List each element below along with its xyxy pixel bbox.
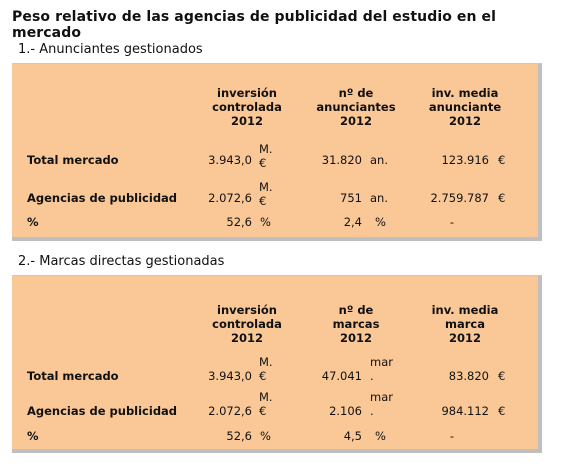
- percent-inv-media: -: [449, 215, 455, 229]
- row-label-agencias: Agencias de publicidad: [27, 404, 178, 418]
- total-mercado-marcas: 47.041: [321, 369, 362, 383]
- percent-anunciantes: 2,4: [343, 215, 362, 229]
- agencias-marcas-unit: mar .: [370, 390, 393, 418]
- header-inversion: inversión controlada 2012: [212, 303, 282, 345]
- row-label-total-mercado: Total mercado: [27, 369, 119, 383]
- percent-marcas-unit: %: [375, 429, 386, 443]
- total-mercado-anunciantes-unit: an.: [370, 153, 388, 167]
- agencias-inv-media: 2.759.787: [430, 191, 489, 205]
- header-inv-media-marca: inv. media marca 2012: [431, 303, 499, 345]
- total-mercado-inversion: 3.943,0: [208, 153, 252, 167]
- page-title: Peso relativo de las agencias de publici…: [12, 9, 497, 41]
- header-inv-media: inv. media anunciante 2012: [428, 86, 502, 128]
- percent-inv-media: -: [449, 429, 455, 443]
- agencias-inversion-unit: M. €: [259, 180, 273, 208]
- agencias-marcas: 2.106: [329, 404, 362, 418]
- header-num-marcas: nº de marcas 2012: [332, 303, 380, 345]
- percent-marcas: 4,5: [343, 429, 362, 443]
- agencias-inv-media-unit: €: [498, 404, 506, 418]
- agencias-anunciantes-unit: an.: [370, 191, 388, 205]
- row-label-total-mercado: Total mercado: [27, 153, 119, 167]
- total-mercado-inversion: 3.943,0: [208, 369, 252, 383]
- percent-inversion-unit: %: [260, 429, 271, 443]
- row-label-agencias: Agencias de publicidad: [27, 191, 178, 205]
- row-label-percent: %: [27, 215, 39, 229]
- percent-inversion: 52,6: [226, 215, 252, 229]
- percent-inversion-unit: %: [260, 215, 271, 229]
- percent-inversion: 52,6: [226, 429, 252, 443]
- section-title-marcas: 2.- Marcas directas gestionadas: [18, 254, 225, 269]
- agencias-inv-media-unit: €: [498, 191, 506, 205]
- agencias-anunciantes: 751: [340, 191, 362, 205]
- total-mercado-inv-media-unit: €: [498, 369, 506, 383]
- total-mercado-inv-media: 83.820: [448, 369, 489, 383]
- agencias-inversion: 2.072,6: [208, 191, 252, 205]
- header-num-anunciantes: nº de anunciantes 2012: [316, 86, 396, 128]
- total-mercado-inversion-unit: M. €: [259, 355, 273, 383]
- section-title-anunciantes: 1.- Anunciantes gestionados: [18, 42, 203, 57]
- row-label-percent: %: [27, 429, 39, 443]
- agencias-inversion: 2.072,6: [208, 404, 252, 418]
- total-mercado-inversion-unit: M. €: [259, 142, 273, 170]
- total-mercado-marcas-unit: mar .: [370, 355, 393, 383]
- total-mercado-inv-media-unit: €: [498, 153, 506, 167]
- header-inversion: inversión controlada 2012: [212, 86, 282, 128]
- panel-anunciantes: inversión controlada 2012 nº de anuncian…: [12, 63, 542, 241]
- total-mercado-anunciantes: 31.820: [321, 153, 362, 167]
- panel-marcas: inversión controlada 2012 nº de marcas 2…: [12, 275, 542, 453]
- agencias-inv-media: 984.112: [441, 404, 489, 418]
- total-mercado-inv-media: 123.916: [441, 153, 489, 167]
- percent-anunciantes-unit: %: [375, 215, 386, 229]
- agencias-inversion-unit: M. €: [259, 390, 273, 418]
